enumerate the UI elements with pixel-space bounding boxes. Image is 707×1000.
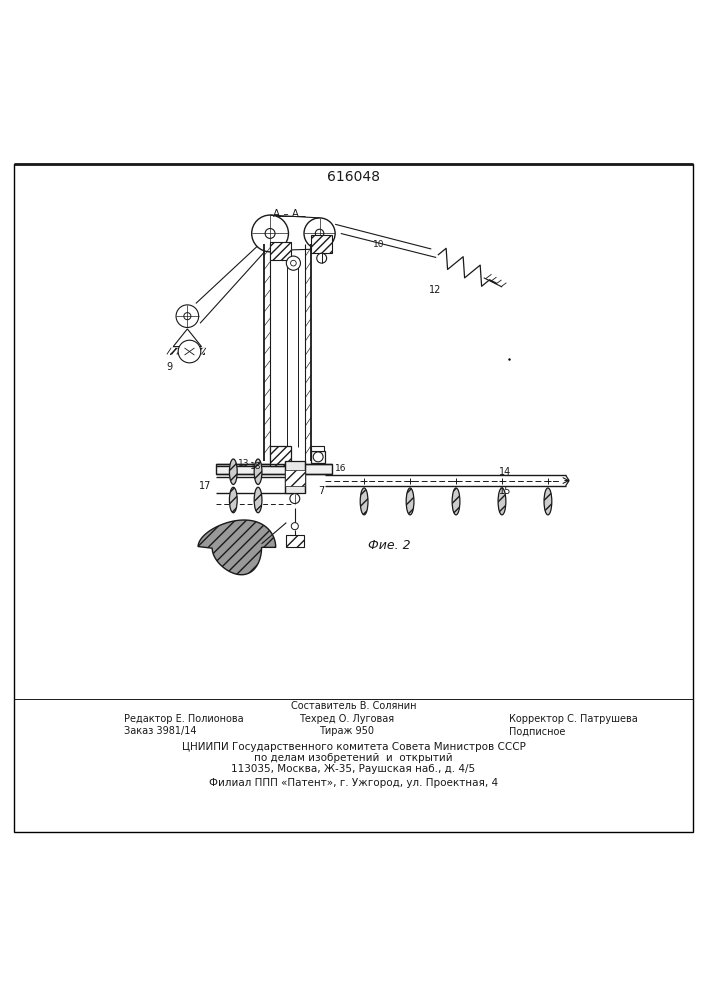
Text: 616048: 616048	[327, 170, 380, 184]
Text: 15: 15	[499, 486, 512, 496]
Circle shape	[252, 215, 288, 252]
Ellipse shape	[254, 459, 262, 484]
Text: Заказ 3981/14: Заказ 3981/14	[124, 726, 197, 736]
Ellipse shape	[229, 459, 237, 484]
Text: ЦНИИПИ Государственного комитета Совета Министров СССР: ЦНИИПИ Государственного комитета Совета …	[182, 742, 525, 752]
Polygon shape	[173, 329, 201, 347]
Text: Фие. 2: Фие. 2	[368, 539, 410, 552]
Text: 9: 9	[167, 362, 173, 372]
Circle shape	[313, 452, 323, 462]
Text: А – А: А – А	[274, 209, 299, 219]
Bar	[285, 461, 305, 493]
Bar	[270, 446, 291, 466]
Text: Редактор Е. Полионова: Редактор Е. Полионова	[124, 714, 243, 724]
Circle shape	[286, 256, 300, 270]
Circle shape	[290, 494, 300, 504]
Circle shape	[184, 313, 191, 320]
Bar	[311, 451, 325, 463]
Ellipse shape	[406, 488, 414, 515]
Bar	[311, 235, 332, 253]
Text: 17: 17	[199, 481, 211, 491]
Text: 16: 16	[335, 464, 346, 473]
Text: Филиал ППП «Патент», г. Ужгород, ул. Проектная, 4: Филиал ППП «Патент», г. Ужгород, ул. Про…	[209, 778, 498, 788]
Bar	[270, 242, 291, 260]
Text: 7: 7	[319, 486, 325, 496]
Bar	[170, 348, 205, 355]
Ellipse shape	[254, 487, 262, 513]
Circle shape	[291, 523, 298, 530]
Text: 14: 14	[499, 467, 512, 477]
Text: Подписное: Подписное	[509, 726, 566, 736]
Text: 13: 13	[238, 459, 250, 468]
Circle shape	[304, 218, 335, 249]
Text: 113035, Москва, Ж-35, Раушская наб., д. 4/5: 113035, Москва, Ж-35, Раушская наб., д. …	[231, 764, 476, 774]
Text: по делам изобретений  и  открытий: по делам изобретений и открытий	[255, 753, 452, 763]
Ellipse shape	[544, 488, 552, 515]
Circle shape	[265, 229, 275, 238]
Bar	[311, 446, 324, 451]
Polygon shape	[198, 520, 276, 575]
Text: Составитель В. Солянин: Составитель В. Солянин	[291, 701, 416, 711]
Ellipse shape	[229, 487, 237, 513]
Bar	[286, 535, 304, 547]
Text: Корректор С. Патрушева: Корректор С. Патрушева	[509, 714, 638, 724]
Text: 10: 10	[373, 240, 384, 249]
Circle shape	[176, 305, 199, 327]
Text: Тираж 950: Тираж 950	[319, 726, 374, 736]
Bar	[285, 470, 305, 486]
Circle shape	[317, 253, 327, 263]
Ellipse shape	[360, 488, 368, 515]
Bar	[216, 464, 332, 474]
Text: 12: 12	[428, 285, 441, 295]
Text: Техред О. Луговая: Техред О. Луговая	[299, 714, 394, 724]
Circle shape	[315, 229, 324, 238]
Circle shape	[291, 260, 296, 266]
Ellipse shape	[498, 488, 506, 515]
Circle shape	[178, 340, 201, 363]
Text: 18: 18	[250, 462, 262, 471]
Ellipse shape	[452, 488, 460, 515]
